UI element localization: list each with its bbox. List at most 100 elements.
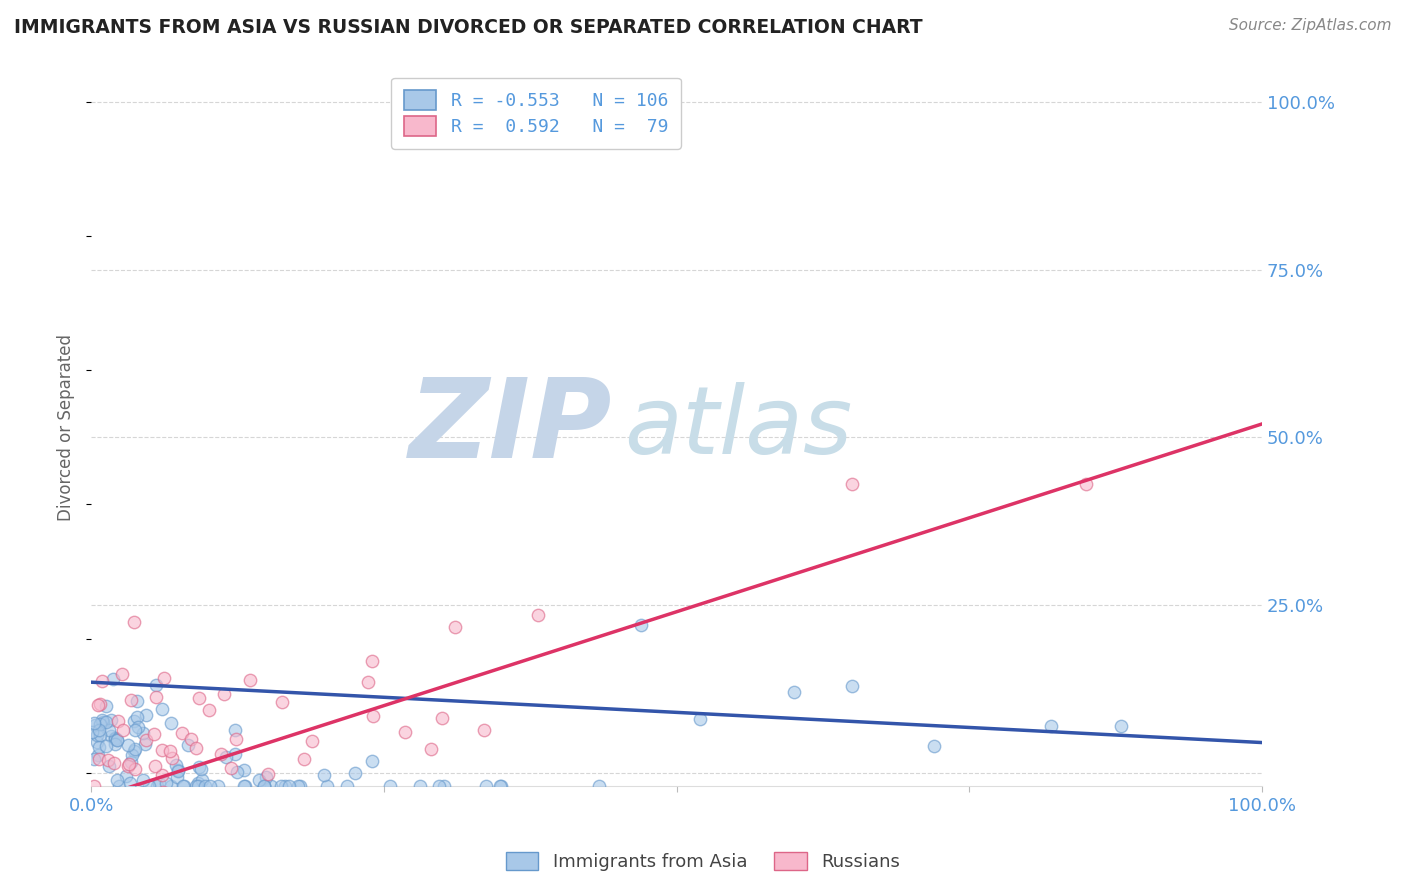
Point bbox=[107, 714, 129, 729]
Point bbox=[489, 779, 512, 793]
Point bbox=[122, 714, 145, 728]
Point bbox=[146, 779, 169, 793]
Point bbox=[1040, 719, 1063, 733]
Point bbox=[97, 799, 120, 814]
Point bbox=[287, 779, 309, 793]
Point bbox=[270, 695, 292, 709]
Point bbox=[361, 709, 384, 723]
Point bbox=[87, 739, 110, 754]
Point bbox=[89, 717, 111, 731]
Point bbox=[89, 698, 111, 712]
Point bbox=[254, 770, 277, 784]
Point bbox=[121, 748, 143, 763]
Point bbox=[86, 698, 108, 712]
Point bbox=[104, 731, 127, 746]
Point bbox=[97, 758, 120, 772]
Point bbox=[132, 773, 155, 788]
Point bbox=[166, 799, 188, 814]
Point bbox=[86, 728, 108, 742]
Point bbox=[138, 779, 160, 793]
Point bbox=[127, 710, 149, 724]
Point bbox=[159, 744, 181, 758]
Point bbox=[94, 715, 117, 730]
Point bbox=[253, 779, 276, 793]
Point bbox=[312, 768, 335, 782]
Point bbox=[124, 742, 146, 756]
Point bbox=[231, 799, 253, 814]
Point bbox=[841, 477, 863, 491]
Point bbox=[87, 748, 110, 763]
Point bbox=[588, 779, 610, 793]
Point bbox=[148, 776, 170, 790]
Point bbox=[118, 757, 141, 772]
Point bbox=[89, 728, 111, 742]
Point bbox=[167, 799, 190, 814]
Point bbox=[108, 799, 131, 814]
Point bbox=[219, 761, 242, 775]
Point bbox=[105, 732, 128, 747]
Point bbox=[233, 764, 256, 778]
Point bbox=[336, 779, 359, 793]
Point bbox=[260, 779, 283, 793]
Point bbox=[239, 673, 262, 688]
Point bbox=[122, 744, 145, 758]
Point bbox=[160, 716, 183, 731]
Point bbox=[238, 799, 260, 814]
Point bbox=[166, 770, 188, 784]
Point bbox=[186, 740, 208, 755]
Text: ZIP: ZIP bbox=[409, 374, 612, 481]
Point bbox=[689, 712, 711, 726]
Point bbox=[105, 733, 128, 747]
Point bbox=[233, 779, 256, 793]
Point bbox=[134, 737, 156, 751]
Point bbox=[173, 779, 195, 793]
Point bbox=[357, 674, 380, 689]
Point bbox=[782, 685, 804, 699]
Point bbox=[124, 762, 146, 776]
Point bbox=[190, 762, 212, 776]
Point bbox=[111, 723, 134, 737]
Point bbox=[120, 755, 142, 769]
Point bbox=[170, 725, 193, 739]
Point bbox=[225, 731, 247, 746]
Point bbox=[394, 725, 416, 739]
Point bbox=[135, 708, 157, 723]
Point bbox=[215, 749, 238, 764]
Point bbox=[252, 799, 274, 814]
Point bbox=[224, 723, 246, 738]
Point bbox=[315, 779, 337, 793]
Point bbox=[108, 779, 131, 793]
Point bbox=[155, 775, 177, 789]
Legend: R = -0.553   N = 106, R =  0.592   N =  79: R = -0.553 N = 106, R = 0.592 N = 79 bbox=[391, 78, 681, 149]
Point bbox=[148, 799, 170, 814]
Point bbox=[419, 741, 441, 756]
Point bbox=[191, 773, 214, 788]
Point bbox=[104, 737, 127, 751]
Point bbox=[187, 779, 209, 793]
Point bbox=[257, 766, 280, 780]
Point bbox=[378, 779, 401, 793]
Point bbox=[209, 747, 232, 762]
Point bbox=[444, 620, 467, 634]
Point bbox=[97, 799, 120, 814]
Point bbox=[135, 733, 157, 747]
Point bbox=[134, 799, 156, 814]
Point bbox=[91, 673, 114, 688]
Point bbox=[432, 779, 454, 793]
Point bbox=[295, 799, 318, 814]
Point bbox=[160, 779, 183, 793]
Point bbox=[127, 720, 149, 734]
Point bbox=[87, 723, 110, 738]
Point bbox=[472, 723, 495, 738]
Point bbox=[124, 615, 146, 629]
Point bbox=[105, 772, 128, 787]
Point bbox=[118, 776, 141, 790]
Point bbox=[173, 799, 195, 814]
Point bbox=[1076, 477, 1098, 491]
Point bbox=[427, 779, 450, 793]
Point bbox=[84, 717, 107, 731]
Point bbox=[97, 723, 120, 738]
Point bbox=[91, 715, 114, 730]
Point bbox=[89, 799, 111, 814]
Point bbox=[214, 799, 236, 814]
